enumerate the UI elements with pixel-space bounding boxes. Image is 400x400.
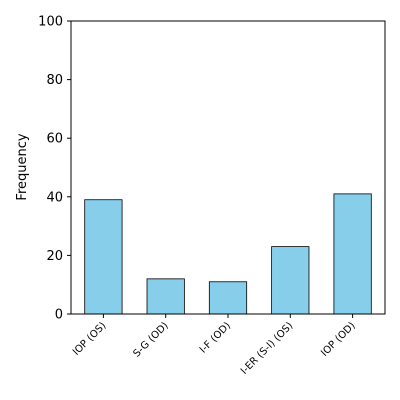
y-tick-label: 80	[46, 73, 63, 88]
x-tick-label: I-ER (S-I) (OS)	[239, 320, 296, 377]
y-tick-label: 100	[38, 15, 63, 30]
y-tick-label: 60	[46, 132, 63, 147]
x-tick-label: IOP (OD)	[319, 320, 358, 359]
x-tick-label: I-F (OD)	[198, 320, 233, 355]
plot-frame	[70, 20, 386, 315]
x-tick-label: S-G (OD)	[131, 320, 170, 359]
x-tick-label: IOP (OS)	[71, 320, 109, 358]
y-axis-label: Frequency	[15, 133, 30, 200]
bar	[271, 246, 310, 315]
y-tick-label: 40	[46, 190, 63, 205]
y-tick-label: 20	[46, 249, 63, 264]
bar	[146, 278, 185, 315]
bar	[208, 281, 248, 315]
y-tick-label: 0	[55, 308, 63, 323]
bar	[333, 193, 372, 315]
bar	[84, 199, 123, 315]
